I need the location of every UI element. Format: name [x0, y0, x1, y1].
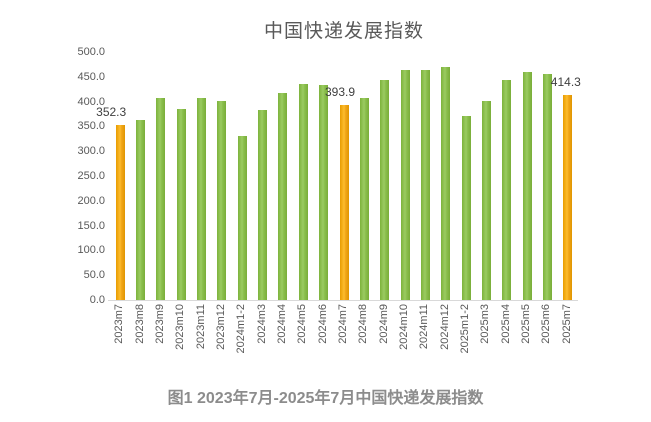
- y-axis-tick-label: 50.0: [83, 269, 105, 282]
- x-axis-label: 2023m8: [133, 304, 146, 344]
- bar-2023m8: [136, 120, 146, 300]
- y-axis-tick-label: 450.0: [77, 70, 105, 83]
- bar-2025m6: [542, 74, 552, 300]
- x-axis-label: 2024m11: [418, 304, 431, 350]
- bar-2024m3: [258, 109, 268, 300]
- bar-2025m7: [563, 94, 573, 300]
- bar-2025m3: [481, 101, 491, 300]
- bar-2023m9: [156, 98, 166, 300]
- y-axis-tick-label: 400.0: [77, 95, 105, 108]
- y-axis-tick-label: 250.0: [77, 170, 105, 182]
- x-axis-label: 2024m5: [296, 304, 309, 344]
- x-axis-label: 2025m4: [499, 304, 512, 344]
- bar-2025m4: [502, 79, 512, 300]
- x-axis-line: [108, 300, 578, 301]
- y-axis-tick-label: 500.0: [77, 46, 105, 58]
- x-axis-label: 2023m10: [174, 304, 187, 350]
- figure-caption: 图1 2023年7月-2025年7月中国快递发展指数: [167, 390, 484, 407]
- bar-2024m7: [339, 104, 349, 300]
- chart-title: 中国快递发展指数: [263, 21, 424, 42]
- bar-2024m9: [380, 79, 390, 300]
- y-axis-tick-label: 150.0: [77, 219, 105, 232]
- x-axis-label: 2024m3: [255, 304, 268, 344]
- bar-2024m6: [319, 85, 329, 300]
- bar-data-label: 393.9: [324, 84, 356, 99]
- bar-2024m8: [359, 97, 369, 300]
- x-axis-label: 2025m3: [479, 304, 492, 344]
- x-axis-label: 2024m7: [337, 304, 349, 344]
- bar-data-label: 414.3: [550, 74, 581, 89]
- bar-2023m11: [197, 97, 207, 300]
- x-axis-label: 2024m1-2: [235, 304, 248, 354]
- y-axis-tick-label: 0.0: [89, 294, 105, 306]
- y-axis-tick-label: 200.0: [77, 194, 105, 207]
- bar-2025m5: [522, 71, 532, 300]
- y-axis-tick-label: 300.0: [77, 145, 105, 158]
- bar-2023m12: [217, 100, 227, 300]
- x-axis-label: 2024m9: [377, 304, 390, 344]
- x-axis-label: 2023m12: [214, 304, 227, 350]
- y-axis-tick-label: 100.0: [77, 244, 105, 257]
- bar-2023m7: [115, 125, 125, 300]
- bar-2023m10: [176, 108, 186, 300]
- x-axis-label: 2024m8: [357, 304, 370, 344]
- x-axis-label: 2024m4: [275, 304, 288, 344]
- bar-2024m4: [278, 93, 288, 300]
- bar-2024m10: [400, 69, 410, 300]
- x-axis-label: 2025m7: [560, 304, 573, 344]
- bar-2025m1-2: [461, 116, 471, 300]
- x-axis-label: 2023m7: [113, 304, 126, 344]
- x-axis-label: 2025m6: [540, 304, 553, 344]
- x-axis-label: 2024m10: [398, 304, 411, 350]
- bar-data-label: 352.3: [96, 105, 127, 120]
- x-axis-label: 2025m1-2: [459, 304, 472, 354]
- y-axis-tick-label: 350.0: [77, 120, 105, 133]
- x-axis-label: 2023m11: [194, 304, 207, 350]
- bar-2024m1-2: [237, 135, 247, 300]
- x-axis-label: 2024m6: [316, 304, 329, 344]
- x-axis-label: 2023m9: [153, 304, 166, 344]
- plot-area: 500.0 450.0 400.0 350.0 300.0 250.0 200.0 150.0…: [77, 46, 581, 354]
- x-axis-label: 2024m12: [438, 304, 451, 350]
- bar-2024m12: [441, 66, 451, 300]
- bar-2024m5: [298, 83, 308, 300]
- x-axis-label: 2025m5: [520, 304, 533, 344]
- bar-2024m11: [420, 70, 430, 300]
